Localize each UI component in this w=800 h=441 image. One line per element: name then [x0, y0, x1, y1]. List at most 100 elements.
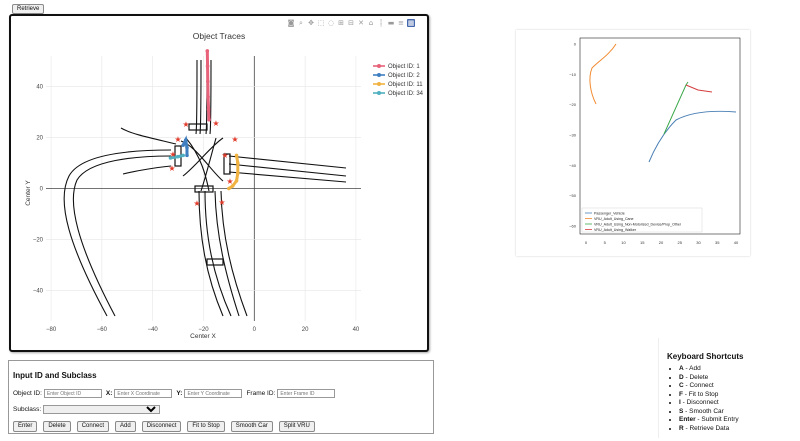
legend-label: Object ID: 34: [388, 91, 424, 97]
shortcut-description: - Add: [683, 365, 701, 372]
shortcut-key: A: [679, 365, 684, 372]
hover-closest-icon[interactable]: ▬: [387, 18, 395, 27]
x-tick-labels: −80 −60 −40 −20 0 20 40: [46, 327, 360, 333]
trajectory-preview-image: 0 5 10 15 20 25 30 35 40 0 −10 −20 −30 −40 −50 −60 Pas…: [516, 30, 750, 256]
add-button[interactable]: Add: [115, 421, 136, 432]
shortcut-description: - Delete: [683, 373, 709, 381]
legend-marker: [377, 64, 381, 68]
legend-marker: [377, 91, 381, 95]
zoom-icon[interactable]: ⌕: [299, 18, 303, 27]
side-x-tick: 15: [640, 240, 645, 245]
shortcut-description: - Fit to Stop: [682, 390, 719, 398]
y-tick-labels: 40 20 0 −20 −40: [33, 85, 44, 295]
road-lane: [195, 59, 198, 135]
side-plot-frame: [579, 37, 741, 235]
stop-markers: ★★★★★★★★★ ★: [168, 119, 238, 208]
x-tick-label: 20: [302, 327, 309, 333]
trace-point: [205, 64, 210, 68]
frame-id-input[interactable]: [277, 389, 336, 398]
shortcut-item: S - Smooth Car: [679, 408, 739, 417]
x-coordinate-input[interactable]: [114, 389, 173, 398]
side-trajectory: [648, 110, 737, 163]
road-lane: [220, 190, 248, 317]
y-tick-label: −40: [33, 288, 44, 294]
y-tick-label: −20: [33, 237, 44, 243]
road-lane: [72, 155, 172, 317]
road-lane: [228, 171, 347, 183]
delete-button[interactable]: Delete: [43, 421, 71, 432]
road-lane: [185, 137, 210, 192]
input-form-panel: Input ID and Subclass Object ID: X: Y: F…: [8, 360, 434, 434]
x-label: X:: [105, 390, 113, 397]
shortcut-key: I: [679, 399, 681, 406]
legend-label: Object ID: 11: [388, 82, 423, 88]
subclass-select[interactable]: [43, 405, 161, 414]
zoom-out-icon[interactable]: ⊟: [348, 18, 354, 27]
shortcut-item: I - Disconnect: [679, 399, 739, 408]
shortcut-key: F: [679, 390, 683, 398]
trace-point: [207, 117, 211, 122]
y-tick-label: 0: [40, 187, 44, 193]
trace-point: [205, 49, 210, 53]
trace-point: [176, 154, 180, 159]
shortcut-item: R - Retrieve Data: [679, 425, 739, 434]
connect-button[interactable]: Connect: [76, 421, 110, 432]
trace-point: [230, 184, 235, 188]
legend-label: Object ID: 2: [388, 73, 420, 79]
box-select-icon[interactable]: ⬚: [317, 18, 325, 27]
object-id-input[interactable]: [43, 389, 102, 398]
action-buttons: Enter Delete Connect Add Disconnect Fit …: [13, 421, 315, 432]
trace-point: [181, 153, 185, 158]
shortcut-key: R: [679, 424, 684, 432]
side-y-tick: −50: [569, 193, 577, 198]
shortcut-key: D: [679, 373, 684, 381]
fit-to-stop-button[interactable]: Fit to Stop: [187, 421, 225, 432]
side-x-tick: 40: [734, 240, 739, 245]
zoom-in-icon[interactable]: ⊞: [338, 18, 344, 27]
retrieve-button[interactable]: Retrieve: [12, 4, 45, 14]
subclass-row: Subclass:: [13, 405, 161, 414]
shortcut-description: - Smooth Car: [683, 407, 724, 415]
trace-point: [168, 156, 173, 160]
shortcuts-title: Keyboard Shortcuts: [667, 352, 744, 361]
reset-axes-icon[interactable]: ⌂: [368, 18, 374, 27]
side-legend-label: Passenger_Vehicle: [594, 211, 625, 215]
smooth-car-button[interactable]: Smooth Car: [230, 421, 273, 432]
enter-button[interactable]: Enter: [13, 421, 38, 432]
shortcut-item: A - Add: [679, 365, 739, 374]
legend-label: Object ID: 1: [388, 64, 420, 70]
camera-icon[interactable]: ◙: [287, 18, 295, 27]
trace-point: [206, 79, 210, 84]
side-y-tick: −20: [569, 102, 577, 107]
plotly-logo-icon[interactable]: ▦: [407, 18, 415, 27]
y-tick-label: 40: [36, 85, 43, 91]
spike-lines-icon[interactable]: ⸽: [380, 18, 382, 27]
shortcut-item: F - Fit to Stop: [679, 391, 739, 400]
split-vru-button[interactable]: Split VRU: [278, 421, 315, 432]
y-coordinate-input[interactable]: [184, 389, 243, 398]
side-legend-box: [581, 207, 703, 233]
side-y-tick: −60: [569, 224, 577, 229]
x-tick-label: 40: [353, 327, 360, 333]
road-lane: [209, 59, 212, 135]
stop-star-marker: ★: [226, 177, 233, 186]
x-tick-label: −80: [46, 327, 57, 333]
trace-point: [206, 107, 211, 112]
x-tick-label: −20: [198, 327, 209, 333]
road-lane: [200, 137, 217, 192]
pan-icon[interactable]: ✥: [308, 18, 314, 27]
lasso-icon[interactable]: ◌: [327, 18, 335, 27]
trace-point: [235, 161, 240, 165]
side-trajectory: [589, 43, 617, 105]
disconnect-button[interactable]: Disconnect: [141, 421, 182, 432]
hover-compare-icon[interactable]: ≡: [398, 18, 404, 27]
stop-star-marker: ★: [168, 164, 175, 173]
chart-grid: [46, 56, 361, 321]
stop-bar: [194, 185, 214, 193]
frame-id-label: Frame ID:: [246, 390, 276, 397]
stop-bar: [223, 153, 231, 175]
object-traces-plot[interactable]: ◙ ⌕ ✥ ⬚ ◌ ⊞ ⊟ ✕ ⌂ ⸽ ▬ ≡ ▦ Object Traces …: [9, 14, 429, 352]
autoscale-icon[interactable]: ✕: [358, 18, 364, 27]
chart-title: Object Traces: [193, 31, 245, 41]
legend-marker: [377, 82, 381, 86]
